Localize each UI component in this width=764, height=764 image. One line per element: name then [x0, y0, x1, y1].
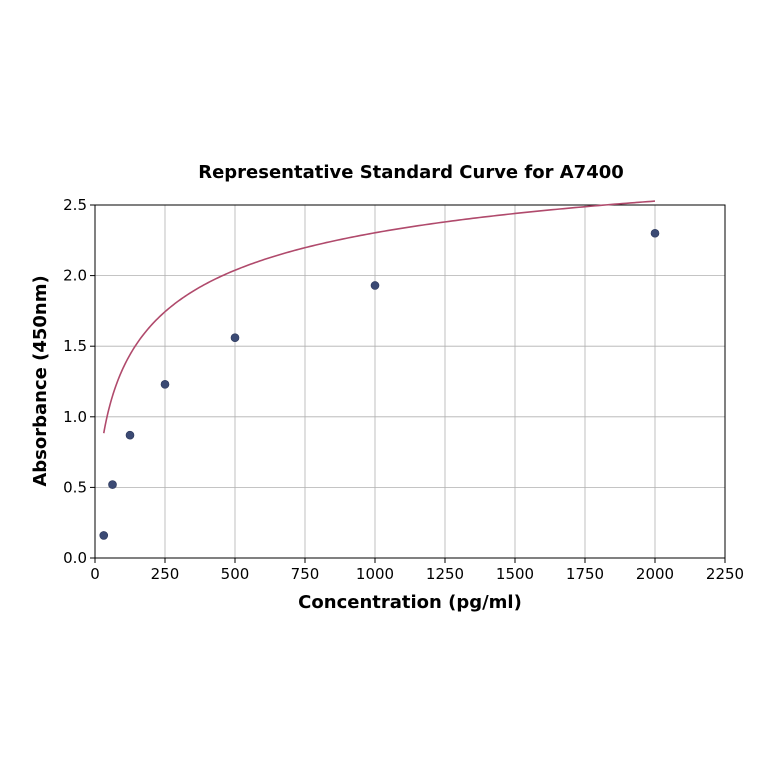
tick-labels-layer: 0 250 500 750 1000 1250 1500 1750 2000 2250 0.0 0.5… [63, 196, 744, 583]
x-tick-label: 0 [90, 565, 100, 583]
y-tick-label: 2.5 [63, 196, 87, 214]
plot-frame [94, 204, 726, 559]
y-tick-label: 1.0 [63, 408, 87, 426]
x-tick-label: 750 [291, 565, 320, 583]
y-tick-label: 1.5 [63, 337, 87, 355]
y-tick-label: 2.0 [63, 267, 87, 285]
data-point [370, 281, 380, 290]
y-axis-title: Absorbance (450nm) [30, 275, 51, 486]
data-point [108, 480, 117, 489]
y-tick-label: 0.5 [63, 478, 87, 496]
x-tick-label: 1500 [496, 565, 534, 583]
x-tick-label: 1750 [566, 565, 604, 583]
fit-curve-layer [102, 200, 656, 434]
y-tick-label: 0.0 [63, 549, 87, 567]
x-tick-label: 1000 [356, 565, 394, 583]
chart-title: Representative Standard Curve for A7400 [198, 162, 624, 183]
data-point [99, 531, 109, 540]
x-tick-label: 500 [221, 565, 250, 583]
fit-curve [102, 200, 656, 434]
data-point [650, 228, 660, 238]
x-axis-title: Concentration (pg/ml) [298, 592, 522, 613]
data-point [230, 333, 240, 343]
x-tick-label: 1250 [426, 565, 464, 583]
data-point [160, 380, 170, 389]
data-points-layer [99, 228, 660, 540]
axes-layer [90, 204, 726, 563]
x-tick-label: 2250 [706, 565, 744, 583]
grid-layer [94, 204, 726, 559]
data-point [125, 430, 135, 440]
x-tick-label: 2000 [636, 565, 674, 583]
x-tick-label: 250 [151, 565, 180, 583]
